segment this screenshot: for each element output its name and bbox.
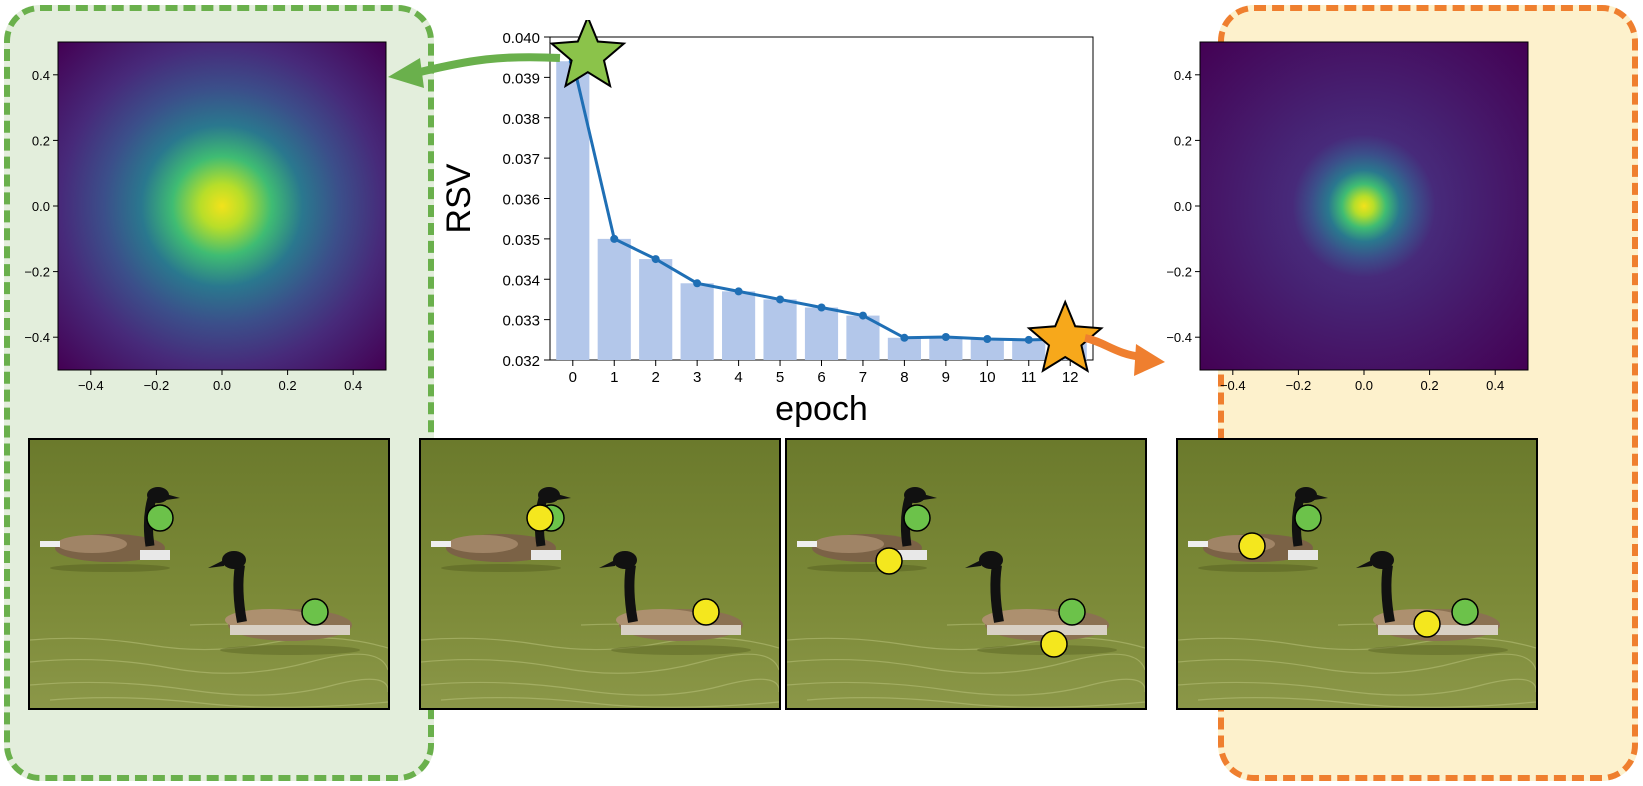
y-tick-label: 0.034	[502, 272, 540, 289]
y-tick-label: 0.036	[502, 192, 540, 209]
bar	[680, 283, 714, 360]
bar	[929, 336, 963, 360]
bar	[887, 337, 921, 360]
x-tick-label: 0.0	[213, 378, 231, 393]
heatmap-final-plot: −0.4 −0.2 0.0 0.2 0.4 0.4 0.2 0.0 −0.2 −0.4	[1166, 41, 1529, 393]
yellow-marker	[1040, 630, 1068, 658]
y-tick-label: 0.038	[502, 111, 540, 128]
y-axis-label: RSV	[440, 163, 478, 233]
rsv-point	[651, 255, 660, 264]
y-tick-label: 0.0	[32, 199, 50, 214]
rsv-point	[858, 311, 867, 320]
y-tick-label: 0.039	[502, 70, 540, 87]
green-marker	[146, 504, 174, 532]
marker-layer	[875, 504, 1086, 658]
y-tick-label: 0.4	[1174, 68, 1192, 83]
y-tick-label: −0.2	[24, 265, 50, 280]
rsv-point	[734, 287, 743, 296]
green-marker	[903, 504, 931, 532]
x-tick-label: 0.4	[344, 378, 362, 393]
y-tick-label: 0.033	[502, 313, 540, 330]
x-tick-label: −0.2	[1286, 378, 1312, 393]
heatmap-final: −0.4 −0.2 0.0 0.2 0.4 0.4 0.2 0.0 −0.2 −0.4	[1150, 30, 1570, 410]
curved-arrow-left-icon	[388, 53, 561, 88]
orange-star-icon	[1026, 299, 1104, 373]
heatmap-initial-plot: −0.4 −0.2 0.0 0.2 0.4 0.4 0.2 0.0 −0.2 −0.4	[24, 41, 387, 393]
x-tick-label: 7	[859, 369, 867, 386]
heatmap-density	[1200, 42, 1528, 370]
y-tick-label: 0.2	[32, 133, 50, 148]
y-tick-label: 0.4	[32, 68, 50, 83]
x-tick-label: 1	[610, 369, 618, 386]
x-tick-label: 0	[569, 369, 577, 386]
green-marker	[1294, 504, 1322, 532]
green-marker	[301, 598, 329, 626]
x-tick-label: 11	[1021, 369, 1037, 386]
y-tick-label: −0.4	[1166, 330, 1192, 345]
bar	[639, 259, 673, 360]
goose-photo-3	[785, 438, 1147, 710]
rsv-chart: 0.032 0.033 0.034 0.035 0.036 0.037 0.038 0.039…	[440, 20, 1104, 428]
x-tick-label: −0.4	[1220, 378, 1246, 393]
x-tick-label: 4	[734, 369, 742, 386]
y-tick-label: 0.037	[502, 151, 540, 168]
x-tick-label: 0.2	[1421, 378, 1439, 393]
x-tick-label: −0.2	[144, 378, 170, 393]
heatmap-density	[58, 42, 386, 370]
x-tick-label: 0.2	[279, 378, 297, 393]
bar	[722, 291, 756, 360]
yellow-marker	[526, 504, 554, 532]
x-tick-label: 2	[652, 369, 660, 386]
goose-photo-1	[28, 438, 390, 710]
rsv-point	[941, 332, 950, 341]
heatmap-initial: −0.4 −0.2 0.0 0.2 0.4 0.4 0.2 0.0 −0.2 −0.4	[0, 30, 430, 410]
rsv-point	[983, 335, 992, 344]
bar	[597, 238, 631, 360]
rsv-point	[610, 234, 619, 243]
yellow-marker	[875, 547, 903, 575]
x-tick-label: 10	[979, 369, 996, 386]
bar	[1012, 339, 1046, 360]
goose-photo-2	[419, 438, 781, 710]
x-tick-label: 0.0	[1355, 378, 1373, 393]
x-tick-label: 6	[817, 369, 825, 386]
x-tick-label: 8	[900, 369, 908, 386]
green-marker	[1058, 598, 1086, 626]
y-tick-label: 0.2	[1174, 133, 1192, 148]
yellow-marker	[1238, 532, 1266, 560]
green-marker	[1451, 598, 1479, 626]
x-tick-label: 0.4	[1486, 378, 1504, 393]
yellow-marker	[1413, 610, 1441, 638]
marker-layer	[146, 504, 329, 626]
rsv-point	[1024, 335, 1033, 344]
bar	[763, 299, 797, 360]
y-tick-label: −0.2	[1166, 265, 1192, 280]
y-tick-label: 0.035	[502, 232, 540, 249]
curved-arrow-right-icon	[1084, 334, 1165, 376]
marker-layer	[526, 504, 720, 626]
rsv-point	[900, 333, 909, 342]
x-tick-label: 9	[942, 369, 950, 386]
x-tick-label: −0.4	[78, 378, 104, 393]
x-tick-label: 12	[1062, 369, 1079, 386]
y-tick-label: 0.032	[502, 353, 540, 370]
green-star-icon	[549, 20, 627, 89]
marker-layer	[1238, 504, 1479, 638]
goose-photo-4	[1176, 438, 1538, 710]
y-tick-label: 0.0	[1174, 199, 1192, 214]
rsv-point	[817, 303, 826, 312]
y-tick-label: 0.040	[502, 30, 540, 47]
x-tick-label: 5	[776, 369, 784, 386]
y-tick-label: −0.4	[24, 330, 50, 345]
yellow-marker	[692, 598, 720, 626]
bar	[970, 339, 1004, 360]
bar	[804, 307, 839, 360]
rsv-point	[693, 279, 702, 288]
x-tick-label: 3	[693, 369, 701, 386]
x-axis-label: epoch	[775, 390, 868, 428]
rsv-point	[776, 295, 785, 304]
